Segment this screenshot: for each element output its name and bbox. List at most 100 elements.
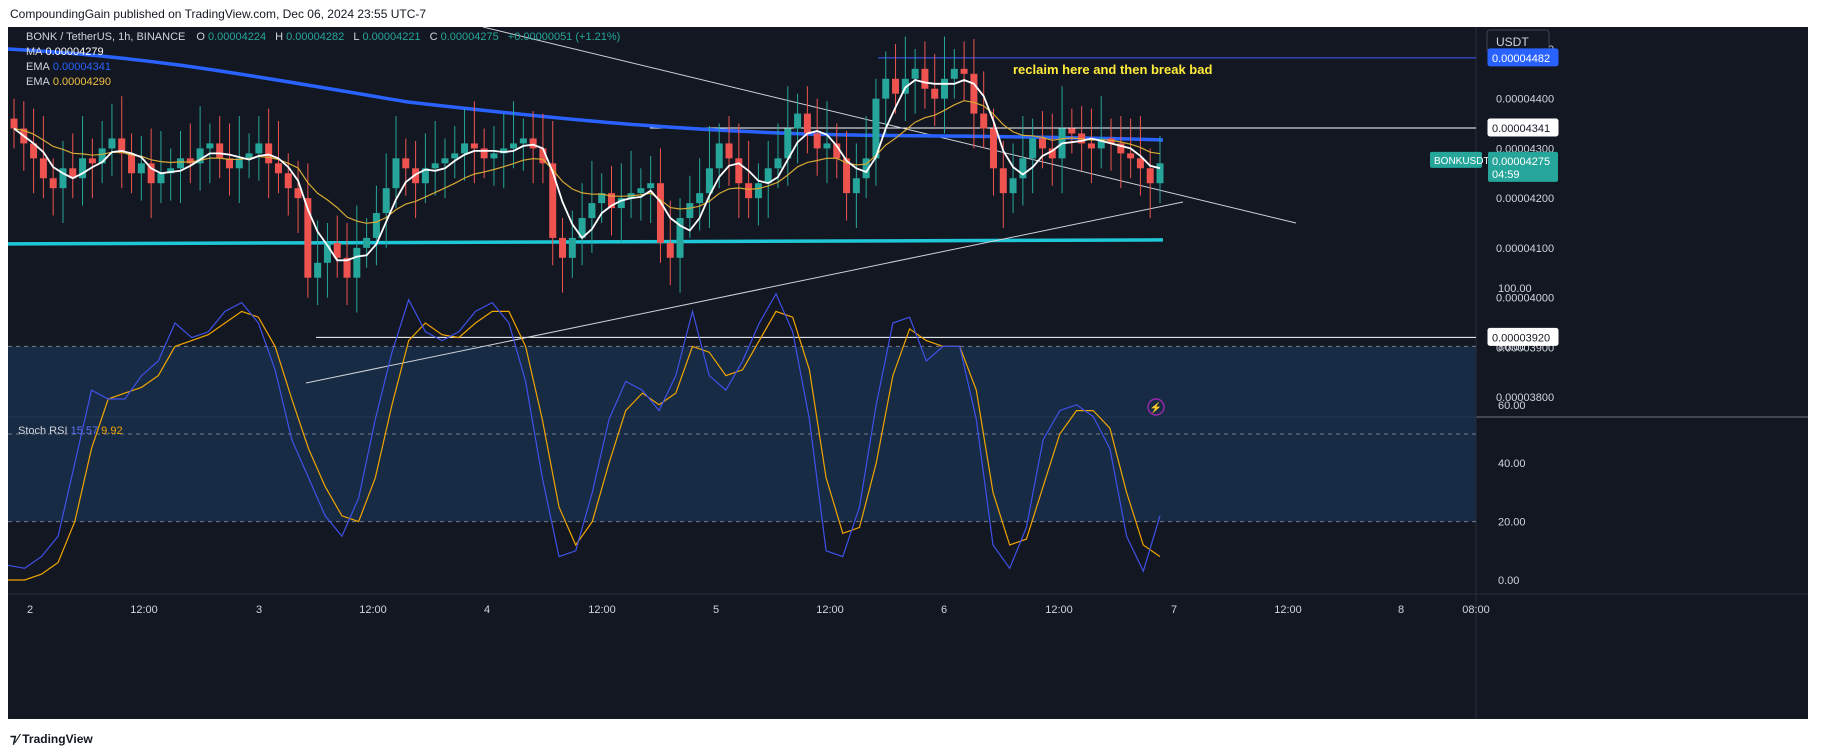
candle-body <box>1019 158 1027 179</box>
candle-body <box>745 183 753 199</box>
price-label-blue: 0.00004482 <box>1492 53 1550 65</box>
time-tick-label: 2 <box>27 604 33 616</box>
candle-body <box>1029 138 1037 159</box>
ema2-value: 0.00004290 <box>52 76 111 88</box>
time-tick-label: 12:00 <box>1045 604 1073 616</box>
lightning-icon <box>1147 398 1165 416</box>
ticker-label: BONKUSDT <box>1434 156 1490 167</box>
candle-body <box>1097 138 1105 149</box>
candle-body <box>314 262 322 278</box>
candle-body <box>784 128 792 159</box>
symbol-label: BONK / TetherUS, 1h, BINANCE <box>26 31 186 43</box>
change-value: +0.00000051 (+1.21%) <box>507 31 621 43</box>
candle-body <box>157 173 165 184</box>
candle-body <box>980 113 988 129</box>
h-label: H <box>275 31 284 43</box>
candle-body <box>225 158 233 169</box>
high-value: 0.00004282 <box>286 31 345 43</box>
candle-body <box>118 138 126 154</box>
candle-body <box>539 148 547 164</box>
candle-body <box>774 158 782 169</box>
candle-body <box>128 153 136 174</box>
current-price-box <box>1488 151 1558 182</box>
stoch-title: Stoch RSI <box>18 425 71 437</box>
candle-body <box>49 178 57 189</box>
tradingview-logo[interactable]: ⁊⁄ TradingView <box>10 731 93 747</box>
candle-body <box>862 158 870 179</box>
candle-body <box>833 143 841 159</box>
chart-area[interactable]: 0.000045000.000044000.000043000.00004200… <box>7 26 1808 719</box>
stoch-tick-label: 100.00 <box>1498 283 1532 295</box>
candle-body <box>794 113 802 129</box>
price-tick-label: 0.00004100 <box>1496 243 1554 255</box>
price-label-upper: 0.00004341 <box>1492 123 1550 135</box>
candle-body <box>79 158 87 179</box>
candle-body <box>676 218 684 258</box>
stoch-d-line <box>8 310 1161 581</box>
candle-body <box>549 163 557 238</box>
candle-body <box>304 198 312 278</box>
candle-body <box>852 178 860 194</box>
stoch-k-line <box>7 292 1161 573</box>
candle-body <box>431 163 439 169</box>
stoch-tick-label: 20.00 <box>1498 517 1526 529</box>
time-tick-label: 6 <box>941 604 947 616</box>
candle-body <box>1038 138 1046 149</box>
candle-body <box>1048 148 1056 159</box>
candle-body <box>823 143 831 149</box>
candle-body <box>1068 128 1076 134</box>
candle-body <box>1146 168 1154 184</box>
candle-body <box>843 158 851 194</box>
countdown-label: 04:59 <box>1492 169 1520 181</box>
candle-body <box>402 158 410 169</box>
candle-body <box>206 143 214 149</box>
candle-body <box>490 153 498 159</box>
candle-body <box>666 242 674 258</box>
candle-body <box>803 113 811 134</box>
candle-body <box>1009 178 1017 194</box>
candle-body <box>1087 143 1095 149</box>
candle-body <box>617 198 625 209</box>
stoch-band <box>8 346 1476 522</box>
open-value: 0.00004224 <box>207 31 267 43</box>
time-tick-label: 7 <box>1171 604 1177 616</box>
candle-body <box>813 133 821 149</box>
legend-row-ma[interactable]: MA 0.00004279 <box>26 46 104 58</box>
annotation-text: reclaim here and then break bad <box>1013 62 1212 77</box>
ema-yellow-line <box>13 100 1161 224</box>
stoch-tick-label: 60.00 <box>1498 400 1526 412</box>
candle-body <box>519 138 527 144</box>
candles-group <box>10 36 1164 313</box>
candle-body <box>1136 158 1144 169</box>
candle-body <box>412 168 420 184</box>
candle-body <box>186 158 194 164</box>
time-tick-label: 12:00 <box>1274 604 1302 616</box>
lightning-glyph: ⚡ <box>1150 401 1162 414</box>
cyan-support-line <box>7 238 1164 246</box>
legend-row-1: BONK / TetherUS, 1h, BINANCE O 0.00004224… <box>26 31 620 43</box>
candle-body <box>255 143 263 154</box>
price-tick-label: 0.00004400 <box>1496 94 1554 106</box>
legend-row-ema2[interactable]: EMA 0.00004290 <box>26 76 111 88</box>
candle-body <box>147 163 155 184</box>
candle-body <box>950 68 958 79</box>
candle-body <box>1127 153 1135 159</box>
l-label: L <box>353 31 360 43</box>
candle-body <box>931 88 939 99</box>
stoch-tick-label: 0.00 <box>1498 575 1519 587</box>
candle-body <box>265 143 273 164</box>
time-tick-label: 12:00 <box>588 604 616 616</box>
candle-body <box>245 153 253 159</box>
candle-body <box>989 128 997 169</box>
chart-svg[interactable]: 0.000045000.000044000.000043000.00004200… <box>7 26 1808 719</box>
candle-body <box>274 163 282 174</box>
ma-white-line <box>13 79 1161 262</box>
candle-body <box>696 193 704 204</box>
tv-logo-icon: ⁊⁄ <box>10 731 23 746</box>
candle-body <box>480 148 488 159</box>
price-label-lower: 0.00003920 <box>1492 332 1550 344</box>
legend-row-ema1[interactable]: EMA 0.00004341 <box>26 61 111 73</box>
candle-body <box>656 183 664 243</box>
candle-body <box>98 148 106 164</box>
